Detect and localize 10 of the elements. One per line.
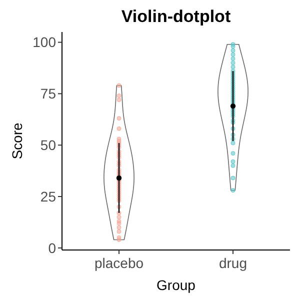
y-tick-label: 50: [40, 137, 56, 154]
x-axis-title: Group: [156, 277, 196, 293]
y-tick-label: 25: [40, 188, 56, 204]
y-tick-label: 100: [32, 34, 56, 50]
x-tick-label: placebo: [94, 255, 144, 271]
y-tick-label: 0: [48, 240, 56, 256]
y-tick-label: 75: [40, 86, 56, 102]
x-tick-label: drug: [218, 255, 248, 271]
y-axis-title: Score: [9, 122, 25, 160]
chart-title: Violin-dotplot: [121, 7, 231, 26]
